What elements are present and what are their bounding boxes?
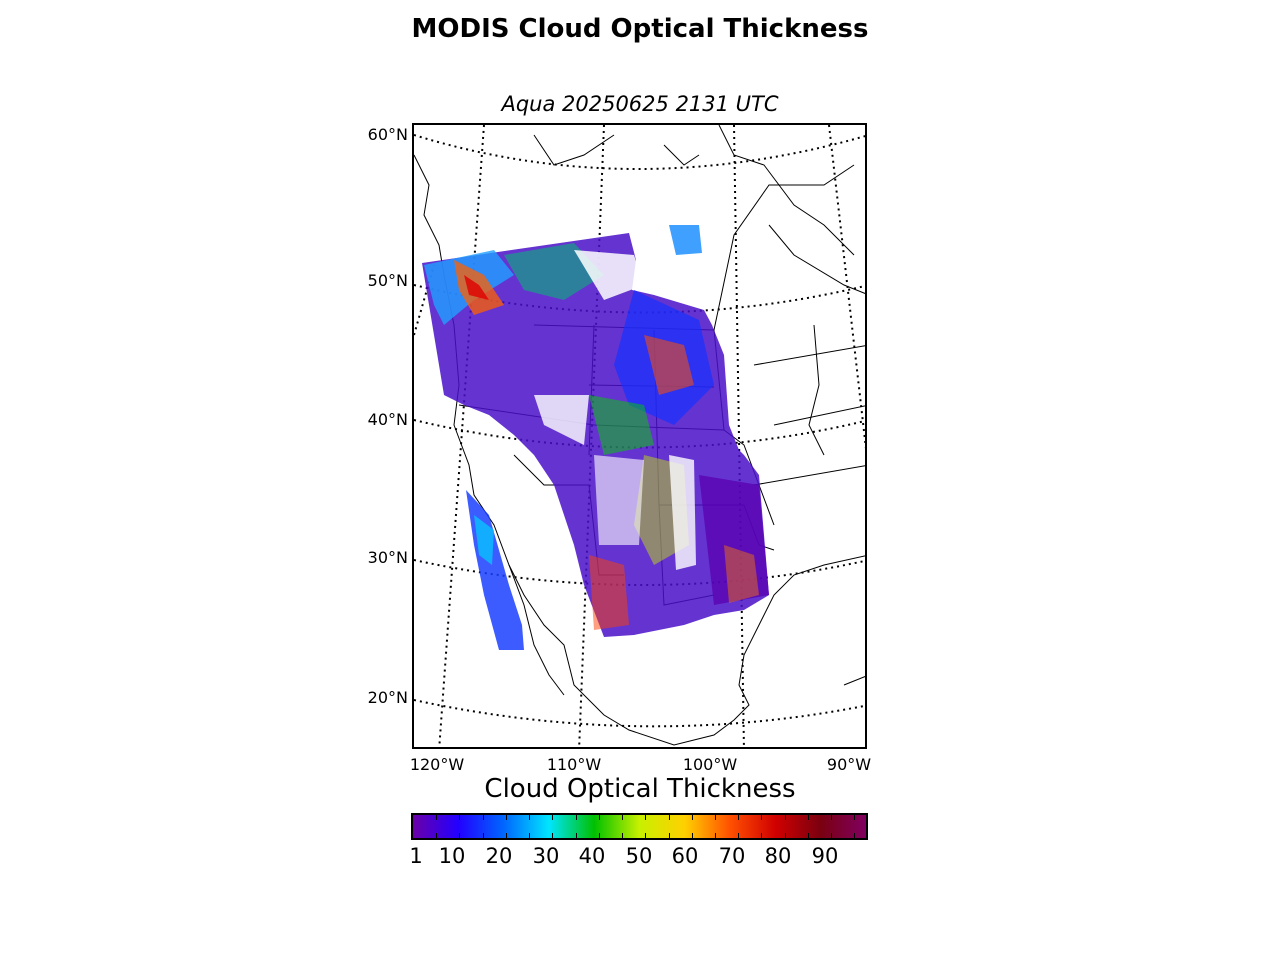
lon-label-90w: 90°W (826, 755, 872, 774)
colorbar-tick-label: 30 (532, 844, 560, 868)
colorbar-tick (529, 833, 530, 838)
colorbar-tick-label: 70 (718, 844, 746, 868)
colorbar-tick (785, 833, 786, 838)
colorbar-tick (552, 833, 553, 838)
colorbar-tick (436, 833, 437, 838)
colorbar-tick (599, 833, 600, 838)
colorbar-tick (854, 833, 855, 838)
colorbar-tick (506, 815, 507, 820)
colorbar-tick (436, 815, 437, 820)
colorbar-tick (715, 815, 716, 820)
cloud-swath (422, 225, 769, 650)
lon-label-120w: 120°W (409, 755, 465, 774)
colorbar-tick (692, 833, 693, 838)
colorbar-tick (645, 815, 646, 820)
colorbar-tick (738, 833, 739, 838)
colorbar-tick (576, 815, 577, 820)
colorbar-tick (599, 815, 600, 820)
colorbar-tick (854, 815, 855, 820)
colorbar-tick (831, 833, 832, 838)
colorbar-tick (459, 815, 460, 820)
map-subtitle: Aqua 20250625 2131 UTC (501, 92, 779, 116)
colorbar-tick (808, 833, 809, 838)
colorbar-tick-label: 20 (485, 844, 513, 868)
lat-label-20n: 20°N (367, 688, 408, 707)
map-panel (412, 123, 867, 749)
colorbar-tick (761, 833, 762, 838)
colorbar-tick (738, 815, 739, 820)
colorbar-tick (576, 833, 577, 838)
colorbar-tick (785, 815, 786, 820)
chart-title: MODIS Cloud Optical Thickness (411, 14, 869, 44)
colorbar-tick (483, 833, 484, 838)
colorbar-tick (552, 815, 553, 820)
colorbar-tick (529, 815, 530, 820)
colorbar-tick (622, 815, 623, 820)
colorbar-tick (761, 815, 762, 820)
colorbar-tick-label: 50 (625, 844, 653, 868)
colorbar-tick-label: 90 (811, 844, 839, 868)
colorbar-title: Cloud Optical Thickness (484, 774, 796, 804)
colorbar-tick-label: 10 (438, 844, 466, 868)
colorbar-tick-label: 60 (671, 844, 699, 868)
lat-label-60n: 60°N (367, 125, 408, 144)
colorbar-tick-label: 1 (409, 844, 423, 868)
lon-label-110w: 110°W (546, 755, 602, 774)
colorbar-tick (692, 815, 693, 820)
colorbar (411, 813, 868, 840)
colorbar-tick (645, 833, 646, 838)
lon-label-100w: 100°W (682, 755, 738, 774)
colorbar-tick (459, 833, 460, 838)
colorbar-tick-label: 40 (578, 844, 606, 868)
colorbar-tick (831, 815, 832, 820)
colorbar-tick (506, 833, 507, 838)
colorbar-tick (622, 833, 623, 838)
colorbar-tick (715, 833, 716, 838)
colorbar-tick (483, 815, 484, 820)
lat-label-50n: 50°N (367, 271, 408, 290)
colorbar-tick (669, 815, 670, 820)
lat-label-30n: 30°N (367, 548, 408, 567)
colorbar-tick (669, 833, 670, 838)
colorbar-tick-label: 80 (764, 844, 792, 868)
lat-label-40n: 40°N (367, 410, 408, 429)
map-svg (414, 125, 865, 747)
colorbar-tick (808, 815, 809, 820)
